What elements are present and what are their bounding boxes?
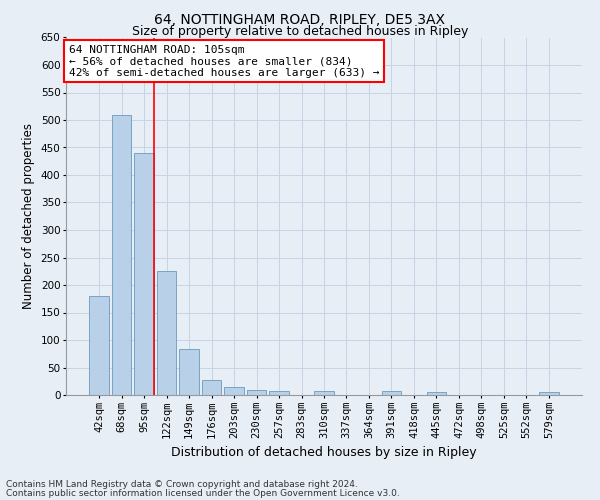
Y-axis label: Number of detached properties: Number of detached properties (22, 123, 35, 309)
X-axis label: Distribution of detached houses by size in Ripley: Distribution of detached houses by size … (171, 446, 477, 460)
Text: 64, NOTTINGHAM ROAD, RIPLEY, DE5 3AX: 64, NOTTINGHAM ROAD, RIPLEY, DE5 3AX (155, 12, 445, 26)
Bar (112, 114, 131, 395)
Bar (202, 380, 221, 395)
Bar (134, 153, 154, 395)
Bar (314, 390, 334, 395)
Bar (247, 390, 266, 395)
Bar (427, 392, 446, 395)
Bar (179, 349, 199, 395)
Text: Contains HM Land Registry data © Crown copyright and database right 2024.: Contains HM Land Registry data © Crown c… (6, 480, 358, 489)
Text: 64 NOTTINGHAM ROAD: 105sqm
← 56% of detached houses are smaller (834)
42% of sem: 64 NOTTINGHAM ROAD: 105sqm ← 56% of deta… (68, 44, 379, 78)
Bar (224, 388, 244, 395)
Bar (382, 390, 401, 395)
Bar (89, 296, 109, 395)
Bar (157, 271, 176, 395)
Bar (539, 392, 559, 395)
Bar (269, 391, 289, 395)
Text: Contains public sector information licensed under the Open Government Licence v3: Contains public sector information licen… (6, 489, 400, 498)
Text: Size of property relative to detached houses in Ripley: Size of property relative to detached ho… (132, 25, 468, 38)
